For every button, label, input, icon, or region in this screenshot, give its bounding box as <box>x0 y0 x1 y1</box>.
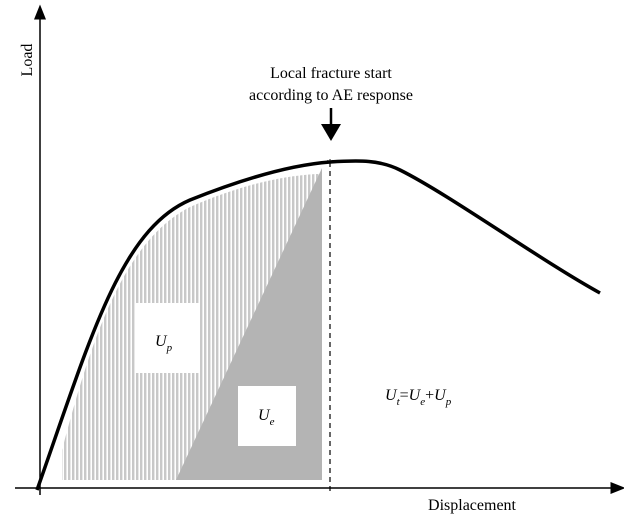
formula: Ut=Ue+Up <box>385 387 452 408</box>
subscript: p <box>166 342 173 354</box>
x-axis-label: Displacement <box>428 497 517 514</box>
operator: = <box>400 387 409 404</box>
y-axis-label: Load <box>19 44 36 77</box>
annotation-line: according to AE response <box>249 87 413 104</box>
symbol: U <box>385 387 398 404</box>
subscript: e <box>270 416 275 428</box>
elastic-label: Ue <box>258 407 275 428</box>
symbol: U <box>155 333 168 350</box>
operator: + <box>425 387 434 404</box>
annotation-line: Local fracture start <box>270 65 392 82</box>
subscript: p <box>445 396 452 408</box>
symbol: U <box>409 387 422 404</box>
elastic-box <box>238 386 296 446</box>
plastic-label: Up <box>155 333 173 354</box>
subscript: t <box>397 396 401 408</box>
load-curve <box>35 159 601 491</box>
subscript: e <box>420 396 425 408</box>
symbol: U <box>258 407 271 424</box>
symbol: U <box>434 387 447 404</box>
plastic-box <box>135 303 200 373</box>
peak-mark: * <box>327 157 334 172</box>
fracture-arrow-head <box>321 124 341 141</box>
